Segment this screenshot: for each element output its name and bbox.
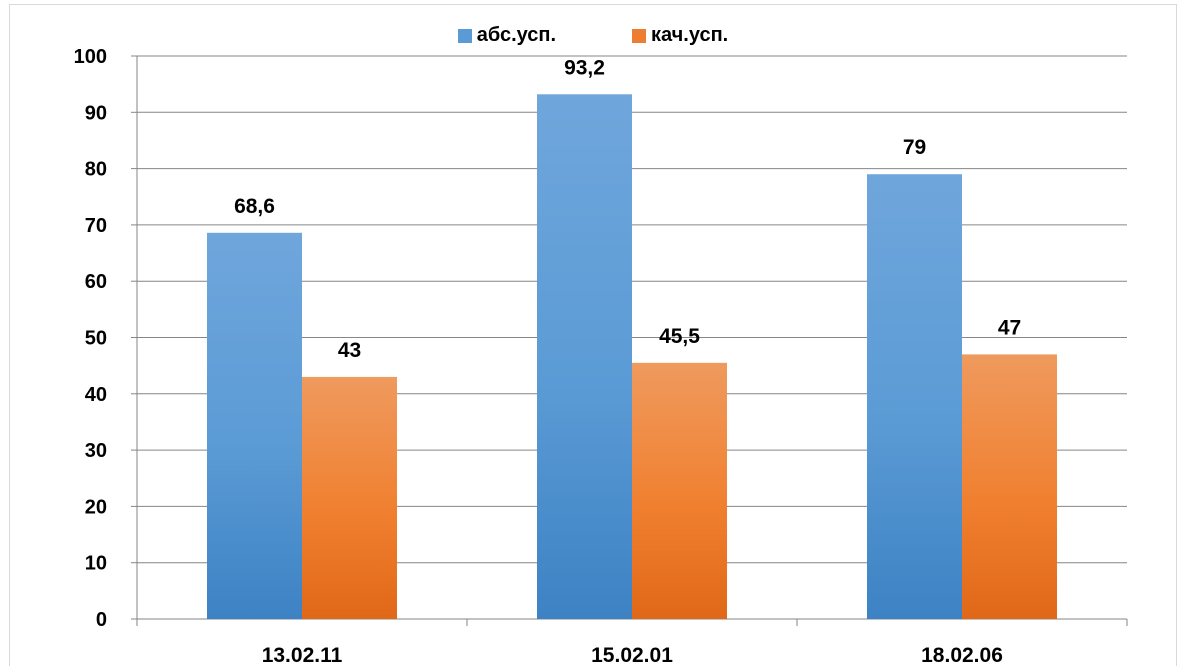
data-label: 43 (338, 339, 361, 362)
data-label: 93,2 (564, 56, 605, 79)
bar (867, 174, 962, 620)
data-label: 79 (903, 136, 926, 159)
x-tick-label: 13.02.11 (262, 644, 343, 666)
data-label: 47 (998, 316, 1021, 339)
y-tick-label: 90 (85, 102, 107, 124)
y-tick-label: 50 (85, 328, 107, 350)
y-tick-label: 40 (85, 384, 107, 406)
x-tick-label: 15.02.01 (591, 644, 673, 666)
legend-item-abs: абс.усп. (457, 24, 557, 47)
y-tick-label: 60 (85, 271, 107, 293)
bar (962, 354, 1057, 619)
y-tick-label: 70 (85, 215, 107, 237)
y-tick-label: 10 (85, 553, 107, 575)
y-tick-label: 80 (85, 159, 107, 181)
legend-swatch-kach (632, 28, 647, 43)
y-tick-label: 30 (85, 440, 107, 462)
data-label: 68,6 (234, 195, 275, 218)
chart-border (9, 4, 1177, 666)
y-tick-label: 0 (96, 609, 107, 631)
legend-label-abs: абс.усп. (476, 24, 557, 46)
legend: абс.усп. кач.усп. (0, 24, 1186, 47)
bar (302, 376, 397, 619)
legend-label-kach: кач.усп. (651, 24, 729, 46)
data-label: 45,5 (659, 325, 700, 348)
x-tick-label: 18.02.06 (921, 644, 1003, 666)
bar (632, 362, 727, 619)
bars (207, 94, 1057, 620)
legend-item-kach: кач.усп. (632, 24, 728, 47)
y-tick-label: 100 (74, 46, 107, 68)
bar (537, 94, 632, 619)
y-tick-label: 20 (85, 496, 107, 518)
data-labels: 68,6 43 93,2 45,5 79 47 (234, 56, 1021, 362)
bar (207, 232, 302, 620)
legend-swatch-abs (457, 28, 472, 43)
